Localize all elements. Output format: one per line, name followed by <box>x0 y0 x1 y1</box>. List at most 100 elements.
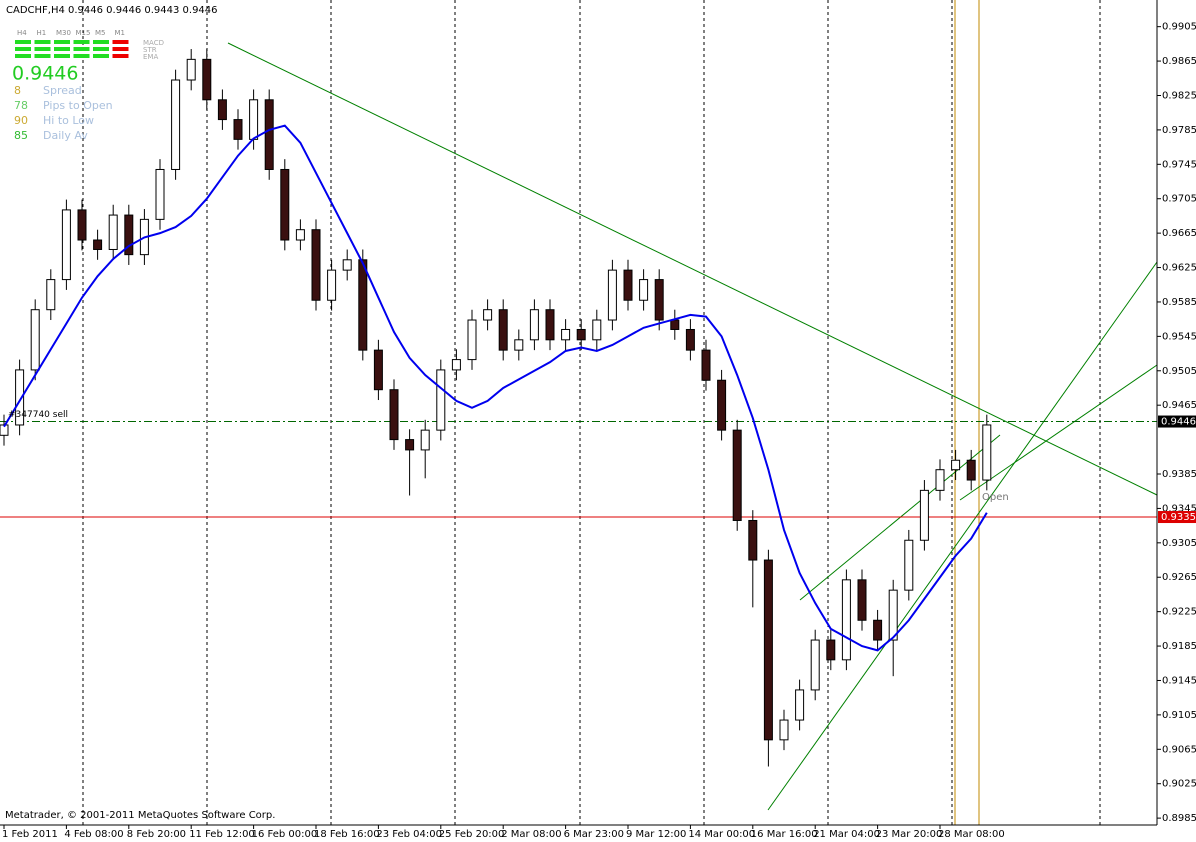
x-tick-label: 8 Feb 20:00 <box>127 829 186 840</box>
y-tick-label: 0.9625 <box>1162 263 1196 274</box>
timeframe-label: M1 <box>115 29 126 37</box>
signal-cell <box>34 47 51 51</box>
signal-cell <box>73 40 90 44</box>
candle-body <box>217 99 227 121</box>
candle-body <box>935 469 945 491</box>
indicator-label: MACD <box>143 39 164 47</box>
x-tick-label: 18 Feb 16:00 <box>314 829 380 840</box>
candle-body <box>264 99 274 170</box>
y-tick-label: 0.9865 <box>1162 56 1196 67</box>
candle-body <box>717 379 727 431</box>
candle-body <box>93 239 103 250</box>
x-tick-label: 23 Mar 20:00 <box>876 829 943 840</box>
candle-body <box>420 429 430 451</box>
x-tick-label: 21 Mar 04:00 <box>813 829 880 840</box>
candle-body <box>295 229 305 241</box>
candle-body <box>639 279 649 301</box>
timeframe-label: H1 <box>37 29 47 37</box>
candle-body <box>155 168 165 220</box>
signal-cell <box>15 54 31 58</box>
y-tick-label: 0.9905 <box>1162 22 1196 33</box>
price-label: 0.9335 <box>1161 512 1196 523</box>
moving-average <box>3 124 988 652</box>
signal-cell <box>54 54 70 58</box>
signal-cell <box>73 47 90 51</box>
candle-body <box>748 519 758 561</box>
y-tick-label: 0.9065 <box>1162 744 1196 755</box>
stat-value: 8 <box>14 84 21 97</box>
order-label: #347740 sell <box>8 410 68 420</box>
x-tick-label: 9 Mar 12:00 <box>626 829 686 840</box>
stat-label: Spread <box>43 84 82 97</box>
candle-body <box>30 309 40 371</box>
candle-body <box>982 424 992 481</box>
candle-body <box>826 639 836 661</box>
candle-body <box>498 309 508 351</box>
candle-body <box>327 269 337 301</box>
price-label-box <box>1158 415 1196 428</box>
candle-body <box>280 168 290 241</box>
x-tick-label: 1 Feb 2011 <box>2 829 58 840</box>
candle-body <box>483 309 493 321</box>
y-tick-label: 0.9665 <box>1162 228 1196 239</box>
y-tick-label: 0.9545 <box>1162 331 1196 342</box>
trendline <box>227 42 1158 496</box>
y-tick-label: 0.9825 <box>1162 90 1196 101</box>
candle-body <box>904 539 914 591</box>
indicator-label: EMA <box>143 53 158 61</box>
candle-body <box>436 369 446 431</box>
candle-body <box>108 214 118 250</box>
signal-cell <box>15 47 31 51</box>
signal-cell <box>34 40 51 44</box>
signal-cell <box>112 47 129 51</box>
signal-cell <box>112 54 129 58</box>
candle-body <box>576 328 586 341</box>
stat-value: 85 <box>14 129 28 142</box>
current-price: 0.9446 <box>12 63 78 85</box>
y-tick-label: 0.9505 <box>1162 366 1196 377</box>
y-tick-label: 0.9265 <box>1162 572 1196 583</box>
candle-body <box>545 309 555 341</box>
y-tick-label: 0.9105 <box>1162 710 1196 721</box>
signal-cell <box>93 54 109 58</box>
x-tick-label: 25 Feb 20:00 <box>439 829 505 840</box>
y-tick-label: 0.9385 <box>1162 469 1196 480</box>
candle-body <box>186 58 196 81</box>
channel-line <box>767 261 1158 811</box>
candle-body <box>795 689 805 721</box>
candle-body <box>810 639 820 691</box>
candle-body <box>249 99 259 140</box>
signal-cell <box>73 54 90 58</box>
candle-body <box>685 328 695 351</box>
y-tick-label: 0.8985 <box>1162 813 1196 824</box>
candle-body <box>61 209 71 281</box>
candle-body <box>451 359 461 371</box>
x-tick-label: 2 Mar 08:00 <box>501 829 561 840</box>
y-tick-label: 0.9145 <box>1162 675 1196 686</box>
signal-cell <box>93 47 109 51</box>
signal-cell <box>112 40 129 44</box>
candle-body <box>46 279 56 311</box>
price-label-box <box>1158 511 1196 524</box>
y-tick-label: 0.9025 <box>1162 779 1196 790</box>
candle-body <box>873 619 883 641</box>
candle-body <box>77 209 87 241</box>
stat-value: 78 <box>14 99 28 112</box>
y-tick-label: 0.9225 <box>1162 607 1196 618</box>
x-tick-label: 11 Feb 12:00 <box>189 829 255 840</box>
signal-cell <box>54 47 70 51</box>
candle-body <box>514 339 524 351</box>
timeframe-label: H4 <box>17 29 27 37</box>
signal-cell <box>15 40 31 44</box>
candle-body <box>124 214 134 256</box>
x-tick-label: 16 Mar 16:00 <box>751 829 818 840</box>
candle-body <box>202 58 212 101</box>
stat-value: 90 <box>14 114 28 127</box>
y-tick-label: 0.9785 <box>1162 125 1196 136</box>
x-tick-label: 28 Mar 08:00 <box>938 829 1005 840</box>
candle-body <box>373 349 383 391</box>
candle-body <box>592 319 602 341</box>
price-label: 0.9446 <box>1161 417 1196 428</box>
